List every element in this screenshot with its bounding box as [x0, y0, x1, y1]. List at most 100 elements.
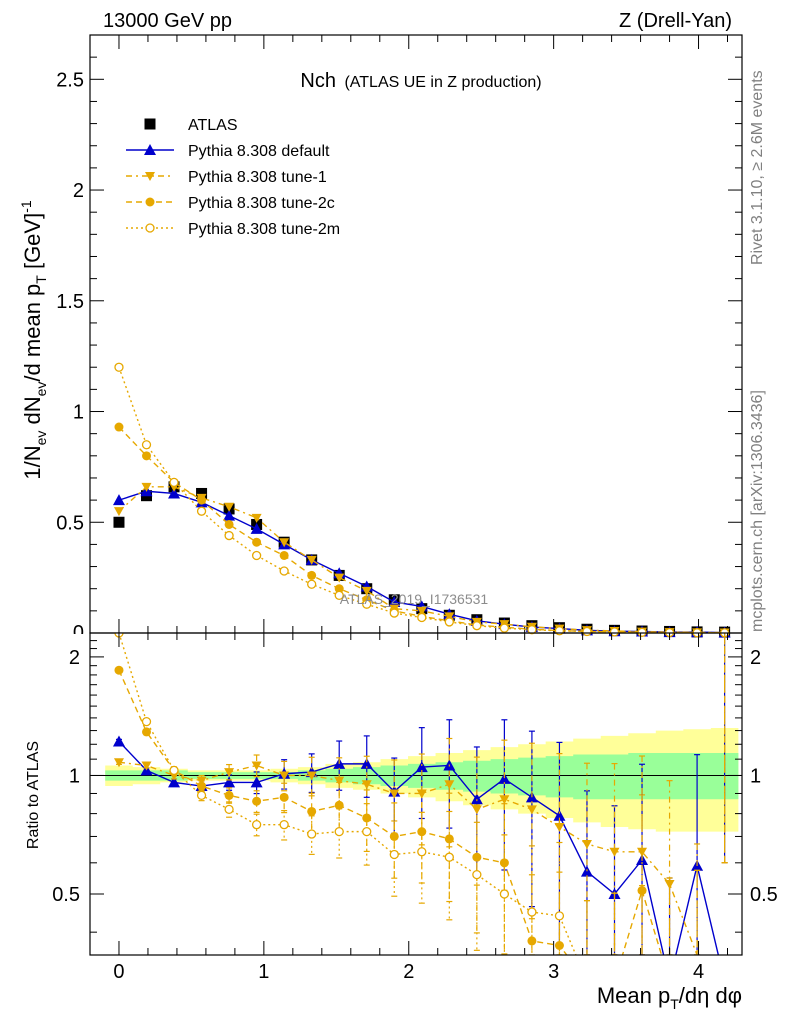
- legend-item-tune2c: Pythia 8.308 tune-2c: [126, 195, 335, 212]
- ratio-point-tune2m: [196, 790, 207, 801]
- x-tick-label: 2: [403, 961, 414, 983]
- main-point-tune1: [306, 555, 317, 565]
- main-point-tune2c: [197, 495, 207, 505]
- main-point-tune1: [416, 606, 427, 616]
- legend-label: Pythia 8.308 tune-2m: [188, 221, 340, 238]
- energy-label: 13000 GeV pp: [103, 10, 232, 32]
- process-label: Z (Drell-Yan): [619, 10, 732, 32]
- main-point-tune1: [334, 573, 345, 583]
- ratio-point-tune2c: [499, 858, 509, 868]
- main-point-tune2c: [114, 422, 124, 432]
- ratio-point-tune2c: [637, 886, 647, 896]
- ratio-point-tune2m: [499, 889, 510, 899]
- ratio-point-tune1: [361, 780, 372, 790]
- main-point-default: [223, 509, 236, 521]
- ratio-series-tune2m: [114, 633, 728, 955]
- ratio-point-default: [553, 809, 566, 821]
- analysis-watermark: ATLAS_2019_I1736531: [340, 591, 489, 607]
- ratio-point-tune2c: [417, 827, 427, 837]
- main-point-tune2m: [114, 362, 124, 372]
- plot-title-sub: (ATLAS UE in Z production): [344, 74, 541, 91]
- main-point-tune2m: [444, 617, 454, 627]
- ratio-point-tune1: [609, 847, 620, 857]
- main-panel: 0.5 1 1.5 2 2.5 0: [56, 34, 743, 644]
- main-point-tune2m: [224, 530, 234, 541]
- ratio-point-tune1: [526, 805, 537, 815]
- ratio-point-default: [112, 735, 125, 747]
- main-point-tune2m: [472, 621, 482, 631]
- ratio-content: [90, 633, 742, 955]
- legend-label: Pythia 8.308 tune-1: [188, 169, 327, 186]
- ratio-y-tick-label-right: 0.5: [750, 884, 778, 906]
- ratio-point-tune1: [444, 780, 455, 790]
- main-point-tune2m: [389, 608, 399, 618]
- legend-label: ATLAS: [188, 117, 238, 134]
- main-point-tune2m: [609, 627, 620, 637]
- legend-marker: [145, 197, 155, 207]
- ratio-point-tune2m: [417, 847, 427, 857]
- x-axis-label: Mean pT/dη dφ: [597, 983, 742, 1012]
- ratio-point-tune2m: [307, 829, 317, 839]
- ratio-y-tick-label: 0.5: [52, 884, 80, 906]
- main-point-tune2c: [224, 519, 234, 529]
- main-point-tune2m: [307, 579, 317, 589]
- mcplots-source-label: mcplots.cern.ch [arXiv:1306.3436]: [749, 390, 766, 632]
- x-tick-label: 0: [113, 961, 124, 983]
- ratio-point-tune2m: [389, 849, 399, 860]
- ratio-point-tune2c: [142, 727, 152, 737]
- ratio-point-default: [470, 793, 483, 805]
- ratio-point-tune2m: [362, 826, 372, 837]
- main-point-tune2m: [362, 599, 372, 609]
- main-point-tune2m: [417, 612, 427, 623]
- ratio-point-tune1: [554, 822, 565, 832]
- ratio-y-axis-label: Ratio to ATLAS: [25, 741, 42, 849]
- ratio-point-default: [168, 776, 181, 788]
- x-tick-label: 4: [693, 961, 704, 983]
- main-point-tune2m: [527, 625, 537, 635]
- main-point-tune2c: [307, 570, 317, 580]
- main-point-tune2m: [141, 440, 152, 450]
- zero-label-clip: [60, 634, 90, 644]
- ratio-point-tune2m: [279, 820, 289, 830]
- ratio-point-tune2c: [279, 792, 289, 802]
- ratio-point-tune2m: [334, 826, 344, 837]
- legend-item-default: Pythia 8.308 default: [126, 143, 330, 160]
- ratio-y-tick-label: 1: [69, 765, 80, 787]
- main-point-default: [388, 595, 401, 607]
- legend-marker: [145, 223, 155, 233]
- ratio-point-tune2c: [252, 796, 262, 806]
- legend-item-tune2m: Pythia 8.308 tune-2m: [126, 221, 340, 238]
- main-point-tune1: [141, 482, 152, 492]
- ratio-point-tune1: [251, 761, 262, 771]
- y-axis-label: 1/Nev dNev/d mean pT [GeV]-1: [18, 200, 49, 480]
- legend-marker: [144, 118, 156, 130]
- ratio-point-tune1: [141, 761, 152, 771]
- main-point-tune1: [279, 538, 290, 548]
- ratio-point-tune2c: [444, 834, 454, 844]
- main-point-tune2m: [334, 590, 344, 600]
- main-point-tune2m: [279, 566, 289, 576]
- main-point-tune2m: [582, 626, 592, 637]
- ratio-point-tune1: [389, 789, 400, 799]
- main-point-tune1: [113, 507, 124, 517]
- x-tick-label: 3: [548, 961, 559, 983]
- ratio-point-tune2m: [251, 820, 262, 830]
- ratio-point-tune2m: [554, 911, 565, 921]
- ratio-point-tune2m: [224, 804, 234, 815]
- ratio-point-tune2c: [362, 813, 372, 823]
- y-tick-label: 1: [73, 402, 84, 424]
- ratio-point-tune2c: [114, 665, 124, 675]
- main-point-tune2m: [251, 550, 262, 561]
- ratio-point-tune2m: [444, 852, 454, 862]
- main-point-tune2c: [279, 550, 289, 560]
- ratio-point-tune1: [306, 771, 317, 781]
- legend-label: Pythia 8.308 tune-2c: [188, 195, 335, 212]
- ratio-point-tune1: [279, 771, 290, 781]
- y-tick-label: 1.5: [56, 291, 84, 313]
- ratio-point-tune2c: [334, 800, 344, 810]
- legend-marker: [145, 172, 155, 181]
- ratio-point-tune2c: [197, 781, 207, 791]
- main-point-data: [113, 516, 125, 528]
- ratio-point-tune2c: [224, 790, 234, 800]
- series-line-tune1: [118, 486, 725, 634]
